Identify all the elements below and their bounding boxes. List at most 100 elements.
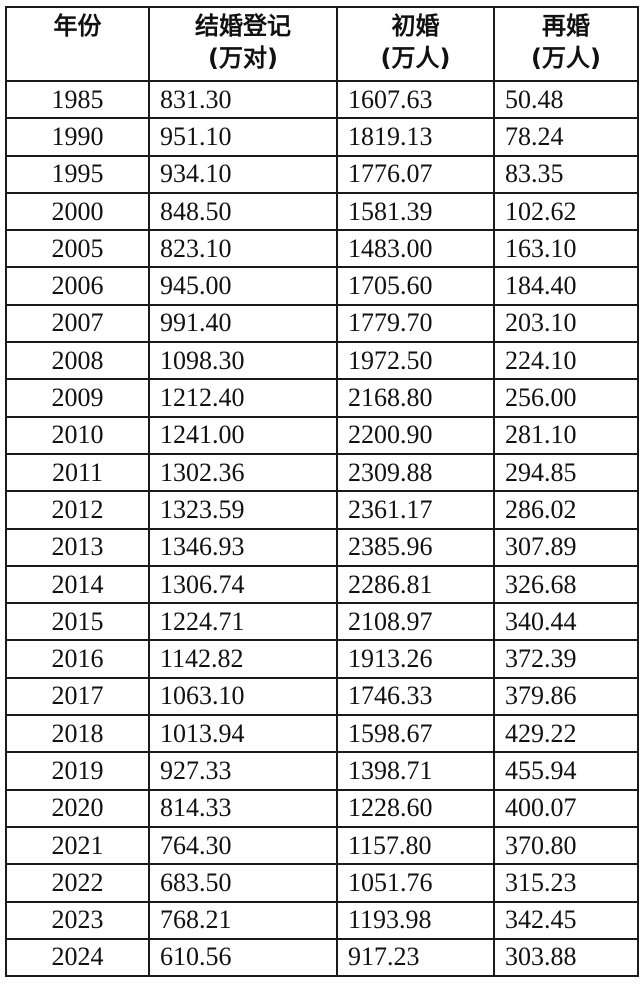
remarriage-cell: 307.89 <box>493 527 639 567</box>
remarriage-cell: 78.24 <box>493 117 639 157</box>
marriage-registrations-cell: 1302.36 <box>148 452 338 493</box>
table-row: 2023 768.21 1193.98 342.45 <box>5 900 639 940</box>
first-marriage-cell: 1483.00 <box>336 229 495 269</box>
header-row: 年份 结婚登记 (万对) 初婚 (万人) 再婚 (万人) <box>5 6 639 82</box>
marriage-registrations-cell: 1142.82 <box>148 639 338 679</box>
header-line1: 结婚登记 <box>195 12 291 40</box>
table-row: 2011 1302.36 2309.88 294.85 <box>5 452 639 493</box>
table-row: 2012 1323.59 2361.17 286.02 <box>5 490 639 530</box>
year-cell: 2006 <box>5 266 150 306</box>
first-marriage-cell: 2108.97 <box>336 602 495 642</box>
header-line1: 再婚 <box>542 12 590 40</box>
remarriage-cell: 281.10 <box>493 415 639 455</box>
first-marriage-cell: 1398.71 <box>336 751 495 791</box>
marriage-registrations-cell: 1224.71 <box>148 602 338 642</box>
year-cell: 1985 <box>5 79 150 120</box>
remarriage-cell: 83.35 <box>493 154 639 194</box>
first-marriage-cell: 2361.17 <box>336 490 495 530</box>
year-cell: 2012 <box>5 490 150 530</box>
remarriage-cell: 379.86 <box>493 676 639 717</box>
first-marriage-cell: 1779.70 <box>336 303 495 344</box>
year-cell: 2005 <box>5 229 150 269</box>
first-marriage-cell: 1581.39 <box>336 191 495 232</box>
year-cell: 2023 <box>5 900 150 940</box>
year-cell: 2024 <box>5 937 150 978</box>
marriage-registrations-cell: 1212.40 <box>148 378 338 418</box>
table-row: 2010 1241.00 2200.90 281.10 <box>5 415 639 455</box>
header-line1: 初婚 <box>391 12 440 40</box>
first-marriage-cell: 1746.33 <box>336 676 495 717</box>
remarriage-cell: 50.48 <box>493 79 639 120</box>
header-year: 年份 <box>5 6 150 82</box>
year-cell: 2010 <box>5 415 150 455</box>
first-marriage-cell: 1705.60 <box>336 266 495 306</box>
table-row: 2009 1212.40 2168.80 256.00 <box>5 378 639 418</box>
first-marriage-cell: 2168.80 <box>336 378 495 418</box>
marriage-registrations-cell: 945.00 <box>148 266 338 306</box>
header-line2: (万人) <box>531 44 601 72</box>
first-marriage-cell: 1598.67 <box>336 714 495 754</box>
year-cell: 2009 <box>5 378 150 418</box>
remarriage-cell: 429.22 <box>493 714 639 754</box>
remarriage-cell: 455.94 <box>493 751 639 791</box>
marriage-registrations-cell: 1063.10 <box>148 676 338 717</box>
marriage-registrations-cell: 927.33 <box>148 751 338 791</box>
first-marriage-cell: 917.23 <box>336 937 495 978</box>
year-cell: 2017 <box>5 676 150 717</box>
year-cell: 2020 <box>5 788 150 828</box>
table-row: 2005 823.10 1483.00 163.10 <box>5 229 639 269</box>
header-line1: 年份 <box>53 12 102 40</box>
first-marriage-cell: 1051.76 <box>336 863 495 903</box>
table-row: 2014 1306.74 2286.81 326.68 <box>5 564 639 605</box>
year-cell: 2014 <box>5 564 150 605</box>
header-line2: (万对) <box>208 44 278 72</box>
table-row: 2000 848.50 1581.39 102.62 <box>5 191 639 232</box>
table-row: 2007 991.40 1779.70 203.10 <box>5 303 639 344</box>
remarriage-cell: 224.10 <box>493 341 639 381</box>
marriage-registrations-cell: 1306.74 <box>148 564 338 605</box>
marriage-registrations-cell: 831.30 <box>148 79 338 120</box>
remarriage-cell: 370.80 <box>493 825 639 866</box>
year-cell: 2019 <box>5 751 150 791</box>
remarriage-cell: 294.85 <box>493 452 639 493</box>
remarriage-cell: 315.23 <box>493 863 639 903</box>
first-marriage-cell: 1157.80 <box>336 825 495 866</box>
marriage-statistics-table: 年份 结婚登记 (万对) 初婚 (万人) 再婚 (万人) 1985 831.30 1… <box>5 6 639 978</box>
header-marriage-registrations: 结婚登记 (万对) <box>148 6 338 82</box>
first-marriage-cell: 1228.60 <box>336 788 495 828</box>
year-cell: 2007 <box>5 303 150 344</box>
table-row: 2019 927.33 1398.71 455.94 <box>5 751 639 791</box>
year-cell: 2011 <box>5 452 150 493</box>
marriage-registrations-cell: 814.33 <box>148 788 338 828</box>
table-row: 2020 814.33 1228.60 400.07 <box>5 788 639 828</box>
year-cell: 2000 <box>5 191 150 232</box>
marriage-registrations-cell: 768.21 <box>148 900 338 940</box>
remarriage-cell: 340.44 <box>493 602 639 642</box>
marriage-registrations-cell: 823.10 <box>148 229 338 269</box>
year-cell: 2015 <box>5 602 150 642</box>
table-row: 2008 1098.30 1972.50 224.10 <box>5 341 639 381</box>
marriage-registrations-cell: 951.10 <box>148 117 338 157</box>
remarriage-cell: 400.07 <box>493 788 639 828</box>
first-marriage-cell: 1193.98 <box>336 900 495 940</box>
year-cell: 2008 <box>5 341 150 381</box>
year-cell: 1990 <box>5 117 150 157</box>
marriage-registrations-cell: 764.30 <box>148 825 338 866</box>
table-row: 1985 831.30 1607.63 50.48 <box>5 79 639 120</box>
remarriage-cell: 184.40 <box>493 266 639 306</box>
table-row: 2013 1346.93 2385.96 307.89 <box>5 527 639 567</box>
remarriage-cell: 163.10 <box>493 229 639 269</box>
remarriage-cell: 303.88 <box>493 937 639 978</box>
marriage-registrations-cell: 1323.59 <box>148 490 338 530</box>
table-row: 2018 1013.94 1598.67 429.22 <box>5 714 639 754</box>
header-first-marriage: 初婚 (万人) <box>336 6 495 82</box>
first-marriage-cell: 2200.90 <box>336 415 495 455</box>
marriage-registrations-cell: 1013.94 <box>148 714 338 754</box>
table-row: 2021 764.30 1157.80 370.80 <box>5 825 639 866</box>
remarriage-cell: 326.68 <box>493 564 639 605</box>
marriage-registrations-cell: 1346.93 <box>148 527 338 567</box>
table-row: 2015 1224.71 2108.97 340.44 <box>5 602 639 642</box>
first-marriage-cell: 1913.26 <box>336 639 495 679</box>
remarriage-cell: 372.39 <box>493 639 639 679</box>
table-row: 2017 1063.10 1746.33 379.86 <box>5 676 639 717</box>
